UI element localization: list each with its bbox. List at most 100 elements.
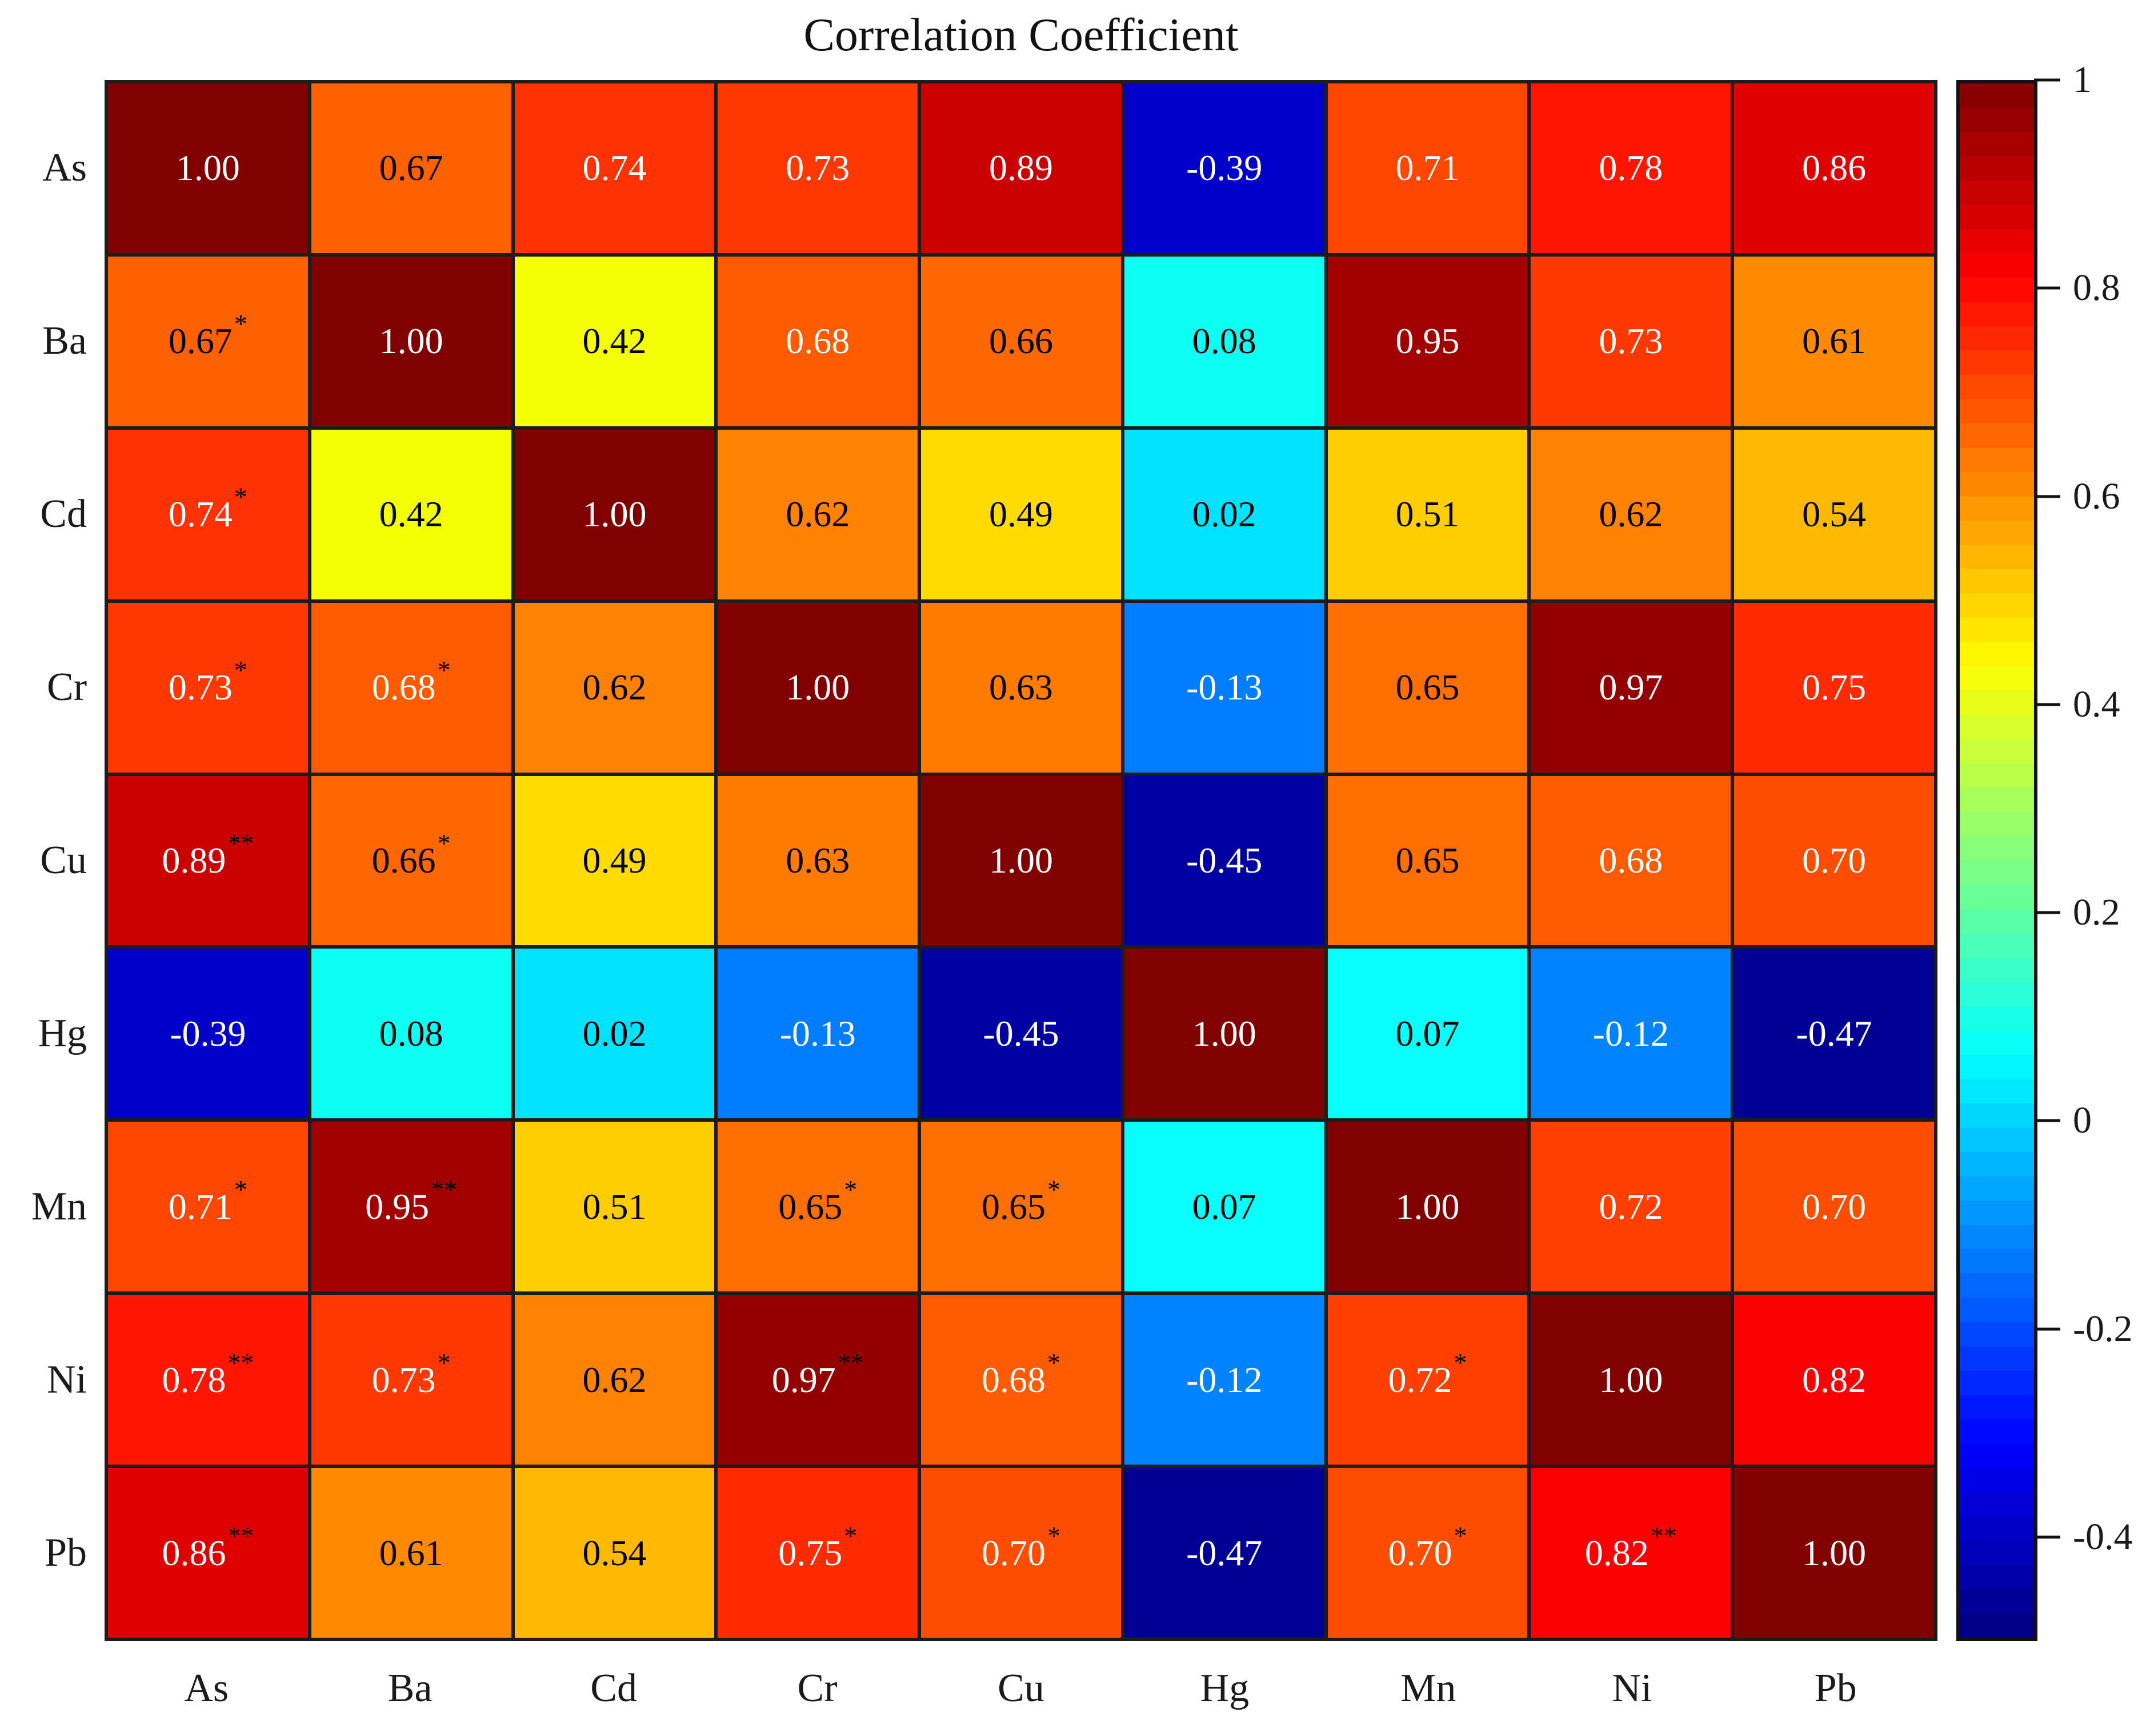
x-axis-label-Hg: Hg: [1200, 1666, 1250, 1710]
chart-title: Correlation Coefficient: [803, 9, 1239, 61]
cell-value: 0.65: [778, 1186, 843, 1227]
colorbar-tick-label--0.2: -0.2: [2073, 1307, 2133, 1350]
cell-value: 0.61: [1802, 321, 1867, 362]
heatmap-cell-Ba-As: 0.67 *: [108, 256, 308, 426]
heatmap-cell-Hg-Cr: -0.13: [718, 949, 918, 1119]
heatmap-cell-Mn-Cr: 0.65 *: [718, 1122, 918, 1292]
cell-value: 0.68: [371, 667, 436, 708]
cell-value: 0.67: [168, 321, 233, 362]
heatmap-cell-Hg-Mn: 0.07: [1327, 949, 1528, 1119]
cell-value: 0.74: [168, 494, 233, 535]
y-axis-label-Hg: Hg: [38, 1011, 87, 1055]
x-axis-label-Cr: Cr: [797, 1666, 838, 1710]
heatmap-cell-Cr-Mn: 0.65: [1327, 602, 1528, 773]
colorbar-tick-label-0.4: 0.4: [2073, 683, 2120, 725]
heatmap-cell-Cu-Ni: 0.68: [1531, 775, 1731, 946]
heatmap-cell-Ba-Hg: 0.08: [1124, 256, 1324, 426]
heatmap-cell-Pb-Hg: -0.47: [1124, 1468, 1324, 1638]
cell-value: 0.73: [371, 1359, 436, 1400]
colorbar-tick-label--0.4: -0.4: [2073, 1515, 2133, 1558]
cell-value: 0.07: [1395, 1013, 1460, 1054]
heatmap-cell-Cr-Ba: 0.68 *: [311, 602, 511, 773]
x-axis-label-Pb: Pb: [1814, 1666, 1857, 1710]
cell-value: 0.68: [786, 321, 850, 362]
cell-value: -0.13: [779, 1013, 856, 1054]
y-axis-label-Cd: Cd: [40, 492, 87, 537]
heatmap-cell-Hg-Cd: 0.02: [514, 949, 715, 1119]
significance-asterisk: *: [1047, 1521, 1060, 1550]
heatmap-grid: 1.00 0.67 0.74 0.73 0.89 -0.39 0.71 0.78 0.86 0.6…: [105, 80, 1937, 1641]
heatmap-cell-Mn-Ni: 0.72: [1531, 1122, 1731, 1292]
cell-value: 0.67: [379, 147, 443, 189]
cell-value: 0.42: [379, 494, 443, 535]
cell-value: 0.73: [786, 147, 850, 189]
heatmap-cell-Mn-Hg: 0.07: [1124, 1122, 1324, 1292]
heatmap-cell-As-Pb: 0.86: [1734, 83, 1934, 253]
cell-value: 0.74: [582, 147, 647, 189]
heatmap-cell-Cu-Cu: 1.00: [921, 775, 1121, 946]
colorbar-tick-label-1: 1: [2073, 59, 2092, 101]
cell-value: 0.70: [981, 1532, 1046, 1573]
heatmap-cell-Cd-Ba: 0.42: [311, 429, 511, 599]
heatmap-cell-Cd-Mn: 0.51: [1327, 429, 1528, 599]
significance-asterisk: *: [234, 1174, 247, 1204]
heatmap-cell-Ba-Pb: 0.61: [1734, 256, 1934, 426]
significance-asterisk: *: [844, 1521, 858, 1550]
heatmap-cell-Hg-Ni: -0.12: [1531, 949, 1731, 1119]
colorbar-tick-0.8: [2034, 286, 2060, 290]
x-axis-label-Cu: Cu: [998, 1666, 1044, 1710]
cell-value: 1.00: [582, 494, 647, 535]
cell-value: 0.73: [168, 667, 233, 708]
heatmap-cell-As-Cu: 0.89: [921, 83, 1121, 253]
cell-value: -0.39: [1186, 147, 1263, 189]
cell-value: 0.49: [988, 494, 1053, 535]
y-axis-label-Pb: Pb: [45, 1530, 87, 1575]
heatmap-cell-Cd-Hg: 0.02: [1124, 429, 1324, 599]
heatmap-cell-Cu-Hg: -0.45: [1124, 775, 1324, 946]
cell-value: 0.02: [582, 1013, 647, 1054]
heatmap-cell-As-Hg: -0.39: [1124, 83, 1324, 253]
cell-value: 0.68: [1599, 839, 1663, 881]
significance-asterisk: *: [1454, 1521, 1467, 1550]
cell-value: 0.02: [1192, 494, 1256, 535]
cell-value: 1.00: [786, 667, 850, 708]
cell-value: 1.00: [988, 839, 1053, 881]
colorbar-tick-0: [2034, 1119, 2060, 1122]
cell-value: 0.97: [1599, 667, 1663, 708]
significance-asterisk: *: [1047, 1347, 1060, 1377]
significance-asterisk: *: [234, 655, 247, 685]
significance-asterisk: *: [234, 309, 247, 339]
cell-value: 0.42: [582, 321, 647, 362]
cell-value: 1.00: [1192, 1013, 1256, 1054]
x-axis-labels: As Ba Cd Cr Cu Hg Mn Ni Pb: [105, 1666, 1937, 1711]
cell-value: 0.08: [379, 1013, 443, 1054]
y-axis-labels: As Ba Cd Cr Cu Hg Mn Ni Pb: [0, 80, 87, 1641]
heatmap-cell-Hg-Ba: 0.08: [311, 949, 511, 1119]
heatmap-cell-Ba-Ba: 1.00: [311, 256, 511, 426]
heatmap-cell-Pb-Pb: 1.00: [1734, 1468, 1934, 1638]
heatmap-cell-Hg-Pb: -0.47: [1734, 949, 1934, 1119]
heatmap-cell-As-Ba: 0.67: [311, 83, 511, 253]
significance-asterisk: *: [437, 1347, 451, 1377]
heatmap-cell-Cd-Cd: 1.00: [514, 429, 715, 599]
heatmap-cell-Cr-Ni: 0.97: [1531, 602, 1731, 773]
heatmap-cell-Cr-Cd: 0.62: [514, 602, 715, 773]
colorbar-tick--0.4: [2034, 1535, 2060, 1539]
colorbar-tick-label-0.2: 0.2: [2073, 891, 2120, 934]
significance-asterisk: **: [227, 1521, 254, 1550]
colorbar-tick-label-0: 0: [2073, 1099, 2092, 1142]
heatmap-cell-Pb-Ni: 0.82 **: [1531, 1468, 1731, 1638]
heatmap-cell-Cd-Cu: 0.49: [921, 429, 1121, 599]
colorbar-tick-label-0.6: 0.6: [2073, 475, 2120, 517]
heatmap-cell-Cu-Cr: 0.63: [718, 775, 918, 946]
cell-value: 0.65: [1395, 667, 1460, 708]
cell-value: 0.82: [1802, 1359, 1867, 1400]
cell-value: 1.00: [379, 321, 443, 362]
colorbar-tick--0.2: [2034, 1327, 2060, 1331]
heatmap-cell-Cu-Ba: 0.66 *: [311, 775, 511, 946]
y-axis-label-As: As: [42, 146, 87, 190]
heatmap-cell-Hg-Hg: 1.00: [1124, 949, 1324, 1119]
cell-value: 0.86: [1802, 147, 1867, 189]
heatmap-cell-Mn-Pb: 0.70: [1734, 1122, 1934, 1292]
heatmap-cell-Cr-Cu: 0.63: [921, 602, 1121, 773]
